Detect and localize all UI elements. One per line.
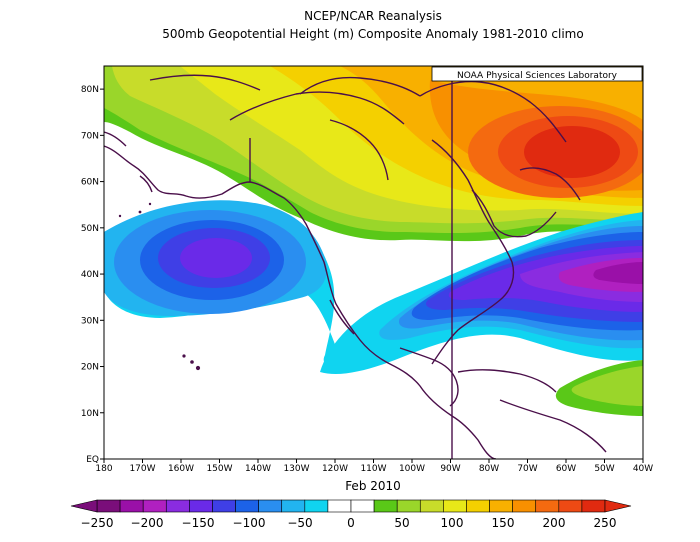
lat-tick-label: 60N bbox=[81, 178, 99, 188]
lon-tick-label: 160W bbox=[168, 464, 194, 474]
credit-text: NOAA Physical Sciences Laboratory bbox=[457, 71, 618, 81]
figure-title: NCEP/NCAR Reanalysis bbox=[304, 9, 442, 23]
colorbar-swatch bbox=[512, 499, 537, 513]
colorbar-swatch bbox=[189, 499, 213, 513]
colorbar-swatch bbox=[396, 499, 421, 513]
colorbar-label: −50 bbox=[287, 516, 312, 530]
colorbar-swatch bbox=[350, 499, 375, 513]
lon-tick-label: 60W bbox=[556, 464, 576, 474]
lon-tick-label: 90W bbox=[440, 464, 460, 474]
colorbar-swatch bbox=[281, 499, 306, 513]
colorbar-labels: −250 −200 −150 −100 −50 0 50 100 150 200 250 bbox=[81, 516, 617, 530]
colorbar-label: 50 bbox=[394, 516, 409, 530]
coastlines bbox=[104, 74, 607, 459]
colorbar-swatch bbox=[535, 499, 560, 513]
period-label: Feb 2010 bbox=[345, 479, 401, 493]
lat-tick-label: 40N bbox=[81, 270, 99, 280]
lat-tick-label: 30N bbox=[81, 316, 99, 326]
figure-subtitle: 500mb Geopotential Height (m) Composite … bbox=[162, 27, 583, 41]
lon-tick-label: 70W bbox=[517, 464, 537, 474]
colorbar-swatch bbox=[258, 499, 283, 513]
lon-tick-label: 110W bbox=[360, 464, 386, 474]
lon-tick-label: 120W bbox=[322, 464, 348, 474]
colorbar-swatch bbox=[466, 499, 490, 513]
colorbar-max-arrow bbox=[604, 499, 632, 513]
colorbar-swatch bbox=[96, 499, 121, 513]
lon-tick-label: 170W bbox=[129, 464, 155, 474]
colorbar-label: 150 bbox=[492, 516, 515, 530]
colorbar-swatch bbox=[419, 499, 444, 513]
colorbar-swatch bbox=[142, 499, 167, 513]
anomaly-field bbox=[104, 66, 643, 459]
lat-tick-label: 70N bbox=[81, 131, 99, 141]
credit-box: NOAA Physical Sciences Laboratory bbox=[431, 66, 643, 82]
longitude-axis: 180 170W 160W 150W 140W 130W 120W 110W 100W 90W 80… bbox=[95, 459, 653, 474]
colorbar-label: −250 bbox=[81, 516, 114, 530]
colorbar-label: 200 bbox=[543, 516, 566, 530]
lat-tick-label: 80N bbox=[81, 85, 99, 95]
map-panel: NOAA Physical Sciences Laboratory bbox=[103, 65, 644, 460]
colorbar-swatch bbox=[304, 499, 329, 513]
lon-tick-label: 100W bbox=[399, 464, 425, 474]
latitude-axis: EQ 10N 20N 30N 40N 50N 60N 70N 80N bbox=[81, 85, 104, 465]
lon-tick-label: 140W bbox=[245, 464, 271, 474]
colorbar-swatch bbox=[235, 499, 259, 513]
lat-tick-label: 20N bbox=[81, 363, 99, 373]
colorbar-swatch bbox=[212, 499, 236, 513]
colorbar-swatch bbox=[443, 499, 467, 513]
lat-tick-label: 10N bbox=[81, 409, 99, 419]
colorbar bbox=[70, 499, 632, 513]
lon-tick-label: 150W bbox=[206, 464, 232, 474]
colorbar-label: 250 bbox=[594, 516, 617, 530]
colorbar-label: 0 bbox=[347, 516, 355, 530]
colorbar-label: 100 bbox=[441, 516, 464, 530]
lon-tick-label: 130W bbox=[283, 464, 309, 474]
colorbar-swatch bbox=[373, 499, 398, 513]
lon-tick-label: 180 bbox=[95, 464, 112, 474]
colorbar-swatch bbox=[558, 499, 583, 513]
lon-tick-label: 40W bbox=[633, 464, 653, 474]
colorbar-swatch bbox=[489, 499, 513, 513]
colorbar-label: −150 bbox=[182, 516, 215, 530]
colorbar-swatch bbox=[581, 499, 606, 513]
colorbar-swatch bbox=[165, 499, 190, 513]
lon-tick-label: 50W bbox=[594, 464, 614, 474]
lat-tick-label: 50N bbox=[81, 224, 99, 234]
colorbar-min-arrow bbox=[70, 499, 98, 513]
islands bbox=[118, 202, 201, 371]
colorbar-swatch bbox=[327, 499, 352, 513]
lat-tick-label: EQ bbox=[86, 455, 99, 465]
colorbar-label: −200 bbox=[131, 516, 164, 530]
colorbar-label: −100 bbox=[233, 516, 266, 530]
colorbar-swatch bbox=[119, 499, 144, 513]
lon-tick-label: 80W bbox=[479, 464, 499, 474]
